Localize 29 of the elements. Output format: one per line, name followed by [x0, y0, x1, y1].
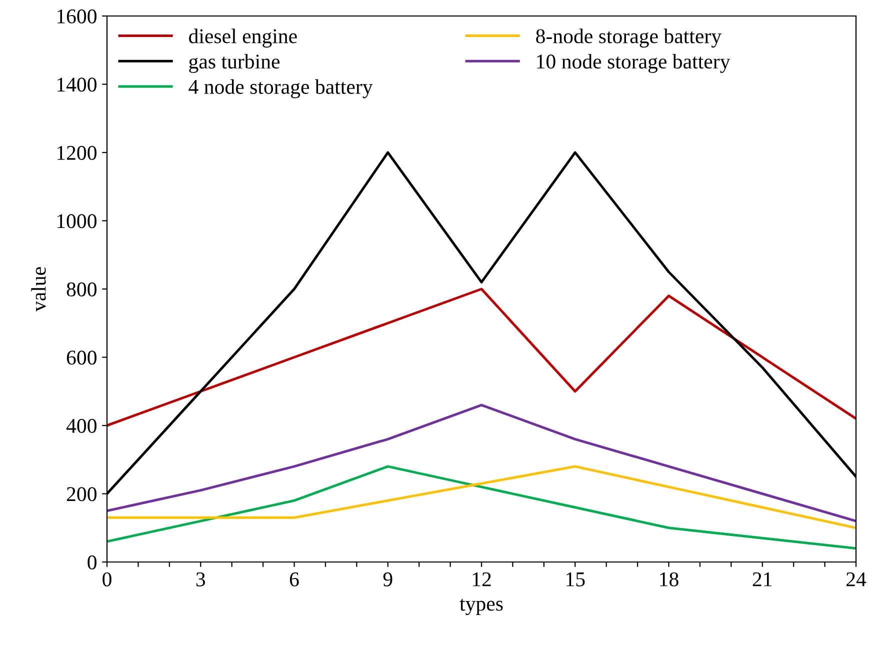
legend-label: gas turbine	[189, 54, 280, 73]
y-axis-title: value	[31, 267, 46, 312]
legend-label: 4 node storage battery	[188, 79, 373, 98]
y-tick-label: 600	[66, 350, 96, 365]
x-tick-label: 18	[660, 572, 678, 586]
x-tick-label: 15	[566, 572, 585, 586]
line-series	[107, 465, 856, 530]
x-tick-label: 12	[472, 572, 491, 586]
y-tick-label: 1000	[57, 214, 96, 228]
legend-label: 10 node storage battery	[537, 54, 730, 73]
line-series	[107, 465, 856, 550]
line-series	[107, 404, 856, 522]
x-tick-label: 24	[846, 572, 866, 586]
y-tick-label: 400	[66, 418, 96, 433]
y-tick-label: 0	[88, 555, 96, 570]
line-series	[107, 288, 856, 427]
y-tick-label: 200	[66, 487, 96, 502]
x-tick-label: 9	[383, 572, 392, 586]
x-tick-label: 6	[290, 572, 299, 586]
x-tick-label: 3	[196, 572, 206, 586]
y-tick-label: 800	[66, 282, 96, 296]
legend-label: 8-node storage battery	[536, 28, 722, 48]
x-tick-label: 0	[102, 572, 112, 586]
y-tick-label: 1200	[57, 146, 96, 160]
y-tick-label: 1400	[57, 78, 96, 92]
y-tick-label: 1600	[57, 9, 96, 24]
x-tick-label: 21	[752, 572, 772, 586]
x-axis-title: types	[460, 598, 503, 616]
legend-label: diesel engine	[189, 28, 297, 48]
